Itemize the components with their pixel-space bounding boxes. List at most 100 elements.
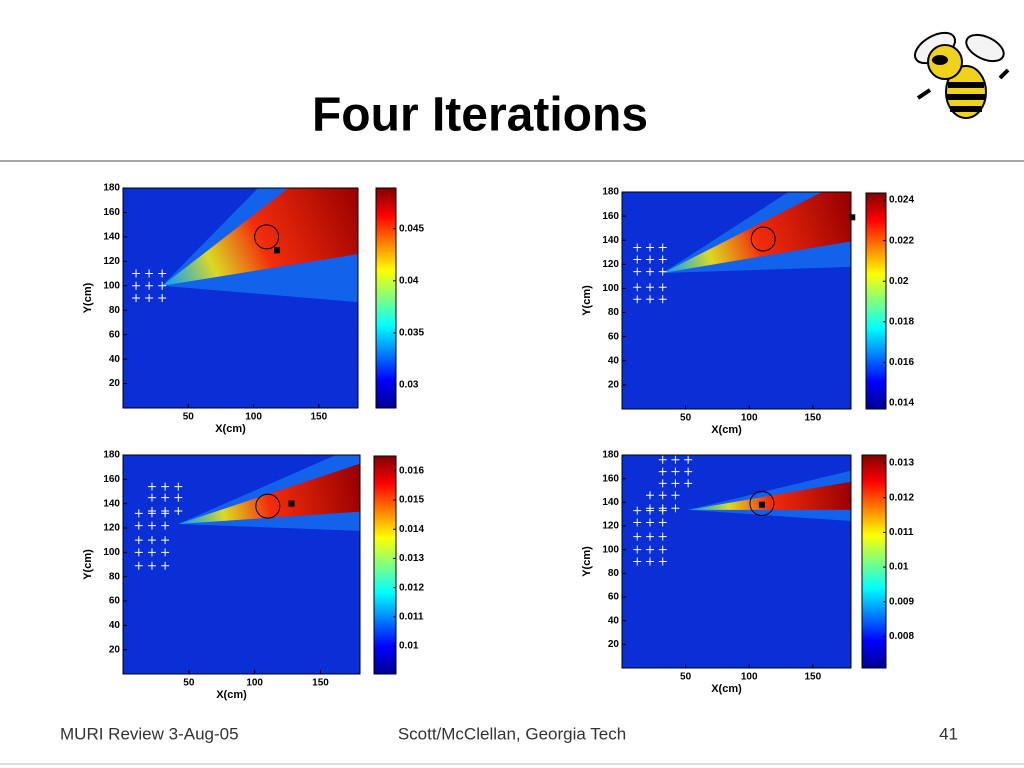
sensor-marker (161, 521, 170, 530)
y-axis-label: Y(cm) (581, 546, 593, 577)
y-tick-label: 160 (103, 474, 120, 485)
y-tick-label: 40 (608, 615, 620, 626)
x-tick-label: 50 (183, 412, 195, 423)
colorbar-tick-label: 0.01 (889, 562, 909, 573)
y-tick-label: 120 (103, 256, 120, 267)
sensor-marker (174, 506, 183, 515)
sensor-marker (658, 467, 667, 476)
y-axis-label: Y(cm) (82, 282, 94, 313)
y-tick-label: 100 (602, 283, 619, 294)
y-tick-label: 60 (109, 596, 121, 607)
sensor-marker (658, 532, 667, 541)
colorbar (375, 187, 397, 409)
x-axis-label: X(cm) (216, 689, 247, 701)
y-tick-label: 120 (602, 259, 619, 270)
sensor-marker (132, 281, 141, 290)
y-tick-label: 40 (608, 355, 620, 366)
x-axis-label: X(cm) (711, 424, 742, 436)
x-tick-label: 100 (245, 412, 262, 423)
beam (162, 188, 358, 286)
y-tick-label: 180 (103, 450, 120, 461)
y-tick-label: 120 (602, 521, 619, 532)
x-tick-label: 100 (741, 413, 758, 424)
colorbar-tick-label: 0.045 (399, 223, 424, 234)
x-tick-label: 150 (310, 412, 327, 423)
sensor-marker (658, 518, 667, 527)
sensor-marker (671, 455, 680, 464)
sensor-marker (671, 491, 680, 500)
colorbar-tick-label: 0.013 (399, 553, 424, 564)
target-marker (254, 224, 280, 250)
y-tick-label: 100 (103, 547, 120, 558)
slide-title: Four Iterations (312, 89, 648, 142)
x-tick-label: 100 (246, 678, 263, 689)
y-axis-label: Y(cm) (82, 549, 94, 580)
sensor-marker (633, 545, 642, 554)
colorbar-tick-label: 0.009 (889, 596, 914, 607)
heatmap-panel: 50 100 150 20 40 60 80 100 120 140 160 180 X(cm) Y(cm… (82, 450, 425, 701)
y-tick-label: 100 (602, 544, 619, 555)
sensor-marker (161, 509, 170, 518)
sensor-marker (134, 536, 143, 545)
sensor-marker (174, 493, 183, 502)
sensor-marker (645, 557, 654, 566)
y-tick-label: 60 (608, 592, 620, 603)
sensor-marker (684, 455, 693, 464)
sensor-marker (658, 557, 667, 566)
y-tick-label: 20 (608, 639, 620, 650)
sensor-marker (658, 479, 667, 488)
y-tick-label: 160 (602, 473, 619, 484)
y-tick-label: 180 (103, 183, 120, 194)
colorbar (373, 455, 397, 675)
sensor-marker (161, 482, 170, 491)
plot-frame (122, 454, 361, 675)
colorbar-tick-label: 0.016 (889, 357, 914, 368)
x-axis-label: X(cm) (711, 683, 742, 695)
sensor-marker (174, 482, 183, 491)
sensor-marker (147, 509, 156, 518)
sensor-marker (147, 482, 156, 491)
sensor-marker (161, 548, 170, 557)
footer-center: Scott/McClellan, Georgia Tech (398, 724, 626, 743)
plot-frame (122, 187, 359, 409)
sensor-marker (158, 294, 167, 302)
y-tick-label: 20 (608, 380, 620, 391)
sensor-marker (132, 269, 141, 278)
sensor-marker (161, 561, 170, 570)
colorbar-tick-label: 0.014 (399, 524, 424, 535)
x-tick-label: 50 (183, 678, 195, 689)
sensor-marker (658, 295, 667, 304)
heatmap-field (123, 188, 358, 408)
mascot-logo (914, 31, 1010, 119)
colorbar-tick-label: 0.03 (399, 380, 419, 391)
sensor-marker (145, 294, 154, 302)
y-tick-label: 160 (602, 211, 619, 222)
colorbar (865, 192, 887, 410)
beam (178, 463, 360, 525)
sensor-marker (658, 506, 667, 515)
sensor-marker (158, 281, 167, 290)
y-tick-label: 180 (602, 187, 619, 198)
colorbar-tick-label: 0.013 (889, 458, 914, 469)
colorbar-tick-label: 0.012 (889, 492, 914, 503)
sensor-marker (658, 243, 667, 252)
colorbar-tick-label: 0.012 (399, 582, 424, 593)
y-tick-label: 40 (109, 354, 121, 365)
sensor-marker (658, 283, 667, 292)
colorbar-tick-label: 0.035 (399, 328, 424, 339)
sensor-marker (645, 255, 654, 264)
heatmap-panel: 50 100 150 20 40 60 80 100 120 140 160 180 X(cm) Y(cm… (581, 450, 915, 695)
heatmap-panel: 50 100 150 20 40 60 80 100 120 140 160 180 X(cm) Y(cm… (82, 183, 425, 435)
sensor-marker (633, 518, 642, 527)
colorbar-tick-label: 0.04 (399, 275, 419, 286)
sensor-marker (671, 504, 680, 513)
y-tick-label: 140 (103, 498, 120, 509)
heatmap-field (622, 455, 851, 668)
sensor-marker (633, 295, 642, 304)
sensor-marker (161, 493, 170, 502)
y-tick-label: 120 (103, 523, 120, 534)
sensor-marker (684, 467, 693, 476)
target-marker (749, 491, 775, 517)
sensor-marker (671, 467, 680, 476)
